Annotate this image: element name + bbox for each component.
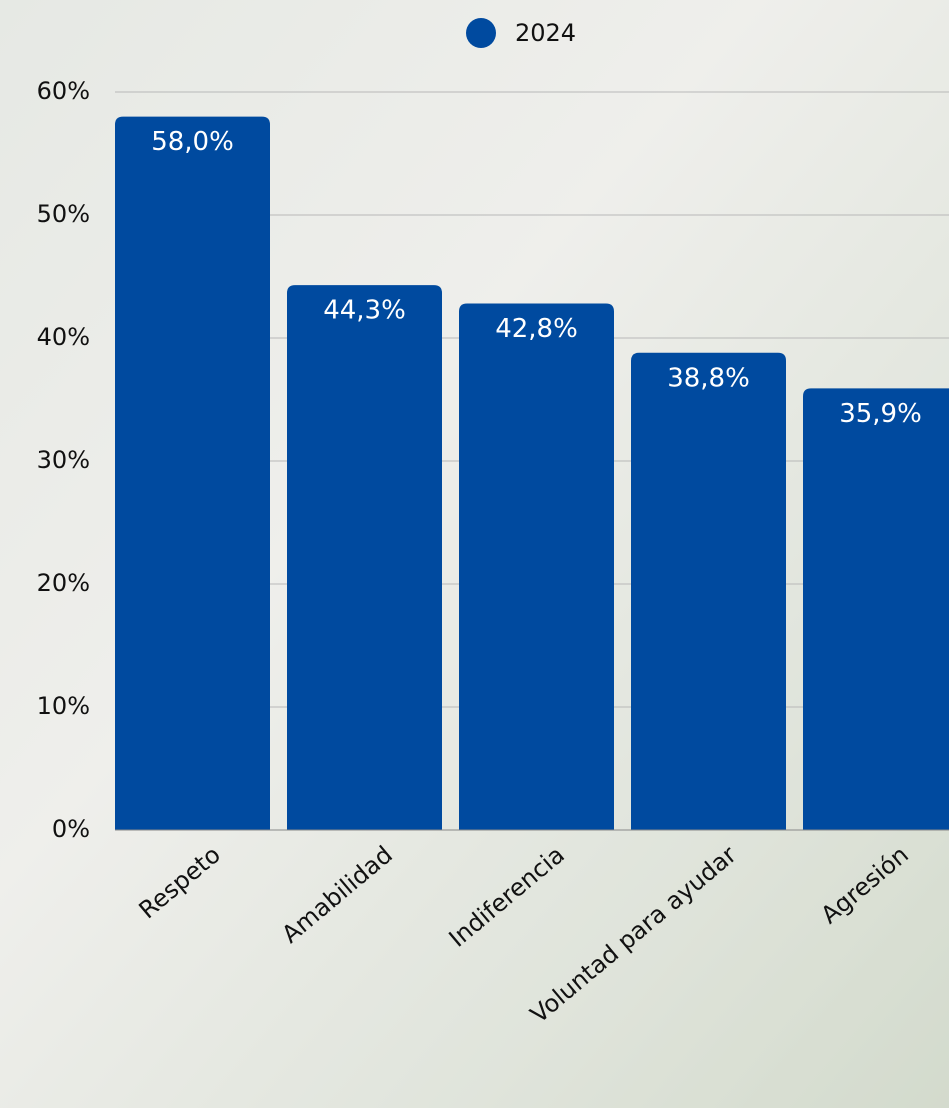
data-label: 44,3% [323, 296, 406, 326]
y-tick-label: 20% [37, 569, 90, 597]
bar [459, 303, 614, 830]
y-tick-label: 50% [37, 200, 90, 228]
data-label: 58,0% [151, 127, 234, 157]
bar [631, 352, 786, 830]
bar [115, 116, 270, 831]
legend-marker [466, 18, 496, 48]
legend-label: 2024 [515, 19, 576, 47]
y-tick-label: 10% [37, 692, 90, 720]
data-label: 38,8% [667, 363, 750, 393]
y-tick-label: 40% [37, 323, 90, 351]
y-tick-label: 60% [37, 77, 90, 105]
y-tick-label: 0% [52, 815, 90, 843]
data-label: 42,8% [495, 314, 578, 344]
bar [287, 285, 442, 830]
bar [803, 388, 949, 830]
data-label: 35,9% [839, 399, 922, 429]
y-tick-label: 30% [37, 446, 90, 474]
